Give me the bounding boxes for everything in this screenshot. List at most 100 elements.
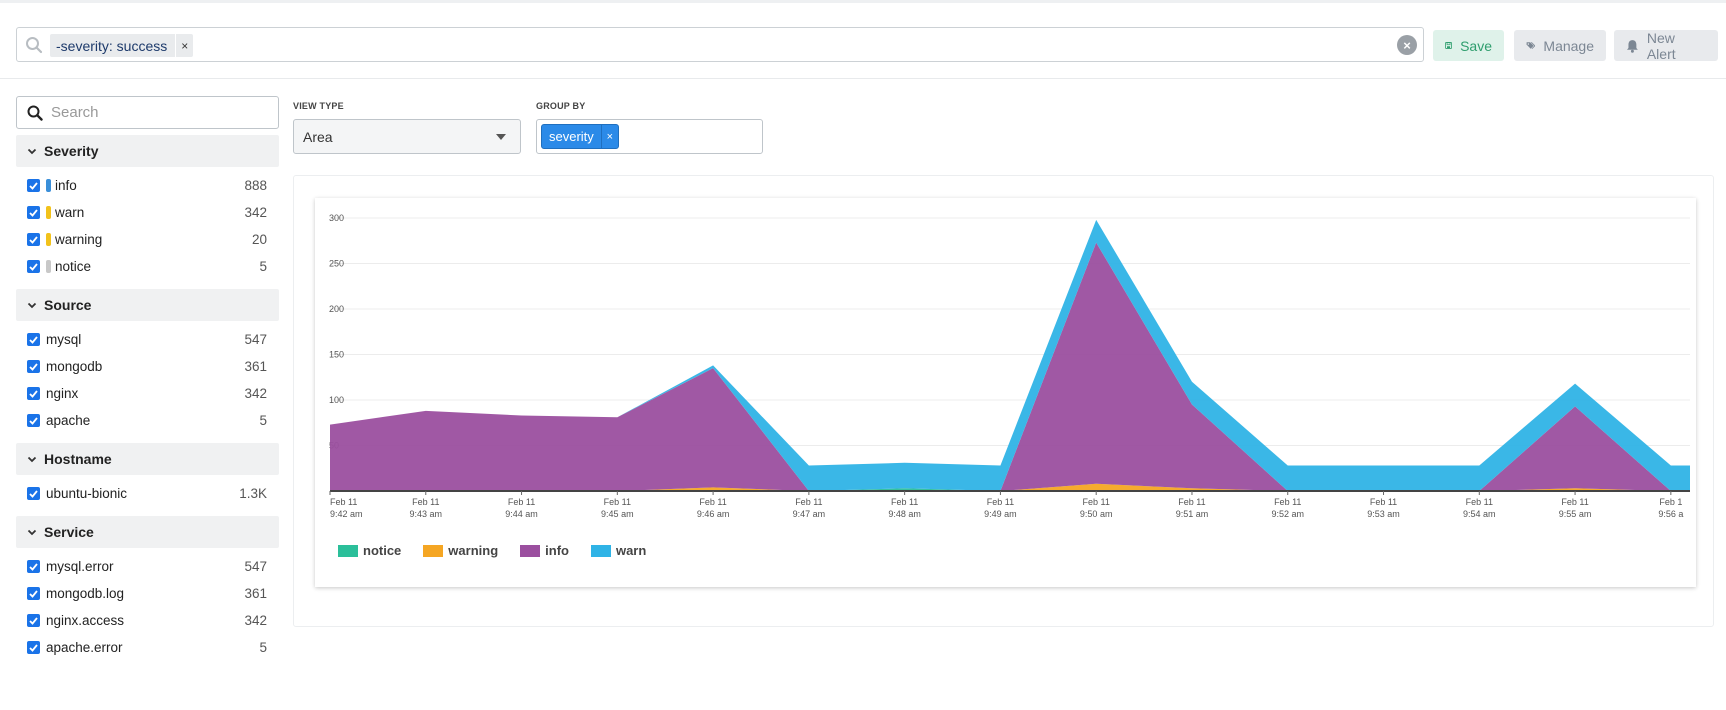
x-tick-label: Feb 11 9:53 am [1367,497,1400,519]
checkbox[interactable] [27,360,40,373]
facet-item-ubuntu-bionic[interactable]: ubuntu-bionic 1.3K [16,480,279,507]
color-swatch [46,179,51,192]
facet-label: ubuntu-bionic [46,486,128,501]
query-filter-chip[interactable]: -severity: success × [50,34,194,57]
check-icon [29,262,38,271]
facet-header-service[interactable]: Service [16,516,279,548]
checkbox[interactable] [27,641,40,654]
x-tick-label: Feb 11 9:42 am [330,497,363,519]
sidebar-search-input[interactable] [51,97,271,128]
manage-button[interactable]: Manage [1514,30,1606,61]
sidebar-search[interactable] [16,96,279,129]
tags-icon [1526,41,1536,50]
check-icon [29,235,38,244]
check-icon [29,616,38,625]
facet-item-mysql[interactable]: mysql 547 [16,326,279,353]
legend-label: warning [448,543,499,558]
legend-label: info [545,543,569,558]
facet-label: mongodb [46,359,103,374]
facet-label: nginx [46,386,79,401]
facet-header-severity[interactable]: Severity [16,135,279,167]
facet-hostname: Hostname ubuntu-bionic 1.3K [16,443,279,507]
y-tick-label: 200 [329,304,344,314]
checkbox[interactable] [27,206,40,219]
query-input[interactable]: -severity: success × × [16,27,1424,62]
facet-item-apache-error[interactable]: apache.error 5 [16,634,279,661]
checkbox[interactable] [27,587,40,600]
check-icon [29,208,38,217]
checkbox[interactable] [27,387,40,400]
checkbox[interactable] [27,233,40,246]
legend-item-warn[interactable]: warn [590,543,647,558]
facet-title: Severity [44,143,99,159]
facet-count: 5 [259,413,267,428]
facet-label: apache.error [46,640,123,655]
facet-count: 888 [244,178,267,193]
x-tick-label: Feb 11 9:55 am [1559,497,1592,519]
legend-item-warning[interactable]: warning [423,543,498,558]
facet-label: warning [55,232,103,247]
new-alert-button[interactable]: New Alert [1614,30,1718,62]
facet-item-mongodb[interactable]: mongodb 361 [16,353,279,380]
facet-item-mongodb-log[interactable]: mongodb.log 361 [16,580,279,607]
facet-item-info[interactable]: info 888 [16,172,279,199]
x-tick-label: Feb 11 9:45 am [601,497,634,519]
query-bar: -severity: success × × Save Manage New A… [0,3,1726,79]
facet-item-notice[interactable]: notice 5 [16,253,279,280]
manage-label: Manage [1543,37,1594,54]
y-tick-label: 250 [329,259,344,269]
save-button[interactable]: Save [1433,30,1504,61]
facet-item-apache[interactable]: apache 5 [16,407,279,434]
checkbox[interactable] [27,260,40,273]
facet-label: warn [55,205,85,220]
color-swatch [46,233,51,246]
group-by-chip-label: severity [549,129,594,144]
group-by-label: GROUP BY [536,101,586,111]
y-tick-label: 150 [329,350,344,360]
legend-swatch [590,544,611,557]
facet-item-mysql-error[interactable]: mysql.error 547 [16,553,279,580]
facet-item-nginx[interactable]: nginx 342 [16,380,279,407]
facet-label: mysql.error [46,559,114,574]
bell-icon [1626,39,1638,53]
floppy-disk-icon [1445,42,1452,49]
area-series-warning[interactable] [330,483,1690,491]
y-tick-label: 100 [329,395,344,405]
legend-label: warn [615,543,647,558]
facet-count: 342 [244,205,267,220]
group-by-chip[interactable]: severity × [541,124,619,149]
caret-down-icon [496,134,506,140]
x-tick-label: Feb 11 9:46 am [697,497,730,519]
x-tick-label: Feb 1 9:56 a [1658,497,1683,519]
facet-title: Hostname [44,451,112,467]
legend-item-notice[interactable]: notice [338,543,401,558]
checkbox[interactable] [27,333,40,346]
facet-item-warn[interactable]: warn 342 [16,199,279,226]
facet-label: apache [46,413,91,428]
remove-chip-icon[interactable]: × [600,125,618,148]
view-type-select[interactable]: Area [293,119,521,154]
check-icon [29,389,38,398]
facet-label: info [55,178,77,193]
checkbox[interactable] [27,414,40,427]
facet-title: Source [44,297,92,313]
facet-header-hostname[interactable]: Hostname [16,443,279,475]
facet-header-source[interactable]: Source [16,289,279,321]
clear-search-icon[interactable]: × [1397,35,1417,55]
legend-item-info[interactable]: info [520,543,569,558]
checkbox[interactable] [27,560,40,573]
facet-item-nginx-access[interactable]: nginx.access 342 [16,607,279,634]
checkbox[interactable] [27,179,40,192]
facet-item-warning[interactable]: warning 20 [16,226,279,253]
check-icon [29,489,38,498]
x-tick-label: Feb 11 9:50 am [1080,497,1113,519]
remove-chip-icon[interactable]: × [175,34,193,57]
checkbox[interactable] [27,614,40,627]
area-series-info[interactable] [330,242,1690,491]
legend-swatch [423,544,444,557]
group-by-input[interactable]: severity × [536,119,763,154]
checkbox[interactable] [27,487,40,500]
x-tick-label: Feb 11 9:43 am [410,497,443,519]
